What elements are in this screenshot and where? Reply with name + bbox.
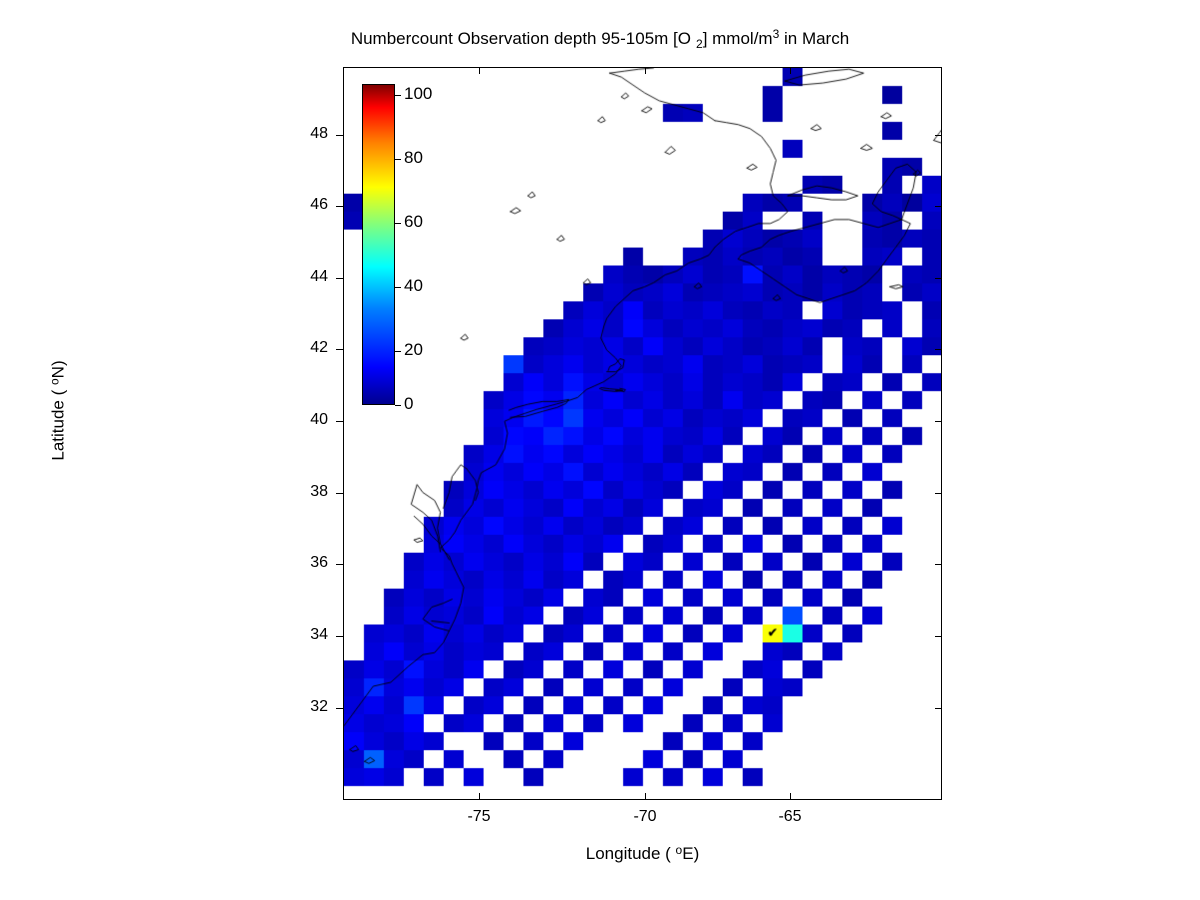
y-tick-label-46: 46 xyxy=(310,196,328,213)
y-tick-label-34: 34 xyxy=(310,626,328,643)
y-tick-right-32 xyxy=(935,708,942,709)
colorbar-tick-0 xyxy=(395,405,401,406)
xlabel-post: E) xyxy=(682,844,700,863)
x-tick-label--75: -75 xyxy=(467,808,491,825)
y-tick-label-38: 38 xyxy=(310,483,328,500)
y-tick-right-34 xyxy=(935,636,942,637)
colorbar-tick-40 xyxy=(395,287,401,288)
y-tick-42 xyxy=(336,349,343,350)
title-text-pre: Numbercount Observation depth 95-105m [O xyxy=(350,29,691,48)
y-tick-right-46 xyxy=(935,206,942,207)
title-subscript-2: 2 xyxy=(696,37,703,51)
y-tick-label-42: 42 xyxy=(310,339,328,356)
x-tick--75 xyxy=(479,793,480,800)
y-tick-label-36: 36 xyxy=(310,554,328,571)
x-tick--70 xyxy=(645,793,646,800)
y-tick-38 xyxy=(336,493,343,494)
ylabel-post: N) xyxy=(48,360,68,379)
figure-title: Numbercount Observation depth 95-105m [O… xyxy=(0,24,1200,55)
colorbar-tick-label-60: 60 xyxy=(404,212,423,231)
y-tick-label-48: 48 xyxy=(310,125,328,142)
colorbar[interactable] xyxy=(362,84,395,405)
colorbar-tick-label-0: 0 xyxy=(404,394,414,413)
y-tick-44 xyxy=(336,278,343,279)
x-tick-label--70: -70 xyxy=(633,808,657,825)
x-tick-top--65 xyxy=(790,67,791,74)
title-text-mid: ] mmol/m xyxy=(702,29,773,48)
xlabel-degree-symbol: o xyxy=(675,843,683,857)
x-tick-label--65: -65 xyxy=(778,808,802,825)
colorbar-tick-60 xyxy=(395,223,401,224)
map-axes[interactable] xyxy=(343,67,942,800)
x-axis-label: Longitude ( oE) xyxy=(343,843,942,864)
colorbar-tick-label-100: 100 xyxy=(404,84,433,103)
y-tick-48 xyxy=(336,135,343,136)
title-text-post: in March xyxy=(779,29,850,48)
y-tick-right-40 xyxy=(935,421,942,422)
x-tick--65 xyxy=(790,793,791,800)
y-tick-label-40: 40 xyxy=(310,411,328,428)
colorbar-tick-label-80: 80 xyxy=(404,148,423,167)
colorbar-tick-20 xyxy=(395,351,401,352)
y-tick-right-36 xyxy=(935,564,942,565)
y-tick-34 xyxy=(336,636,343,637)
y-tick-32 xyxy=(336,708,343,709)
colorbar-tick-100 xyxy=(395,95,401,96)
y-tick-right-38 xyxy=(935,493,942,494)
x-tick-top--75 xyxy=(479,67,480,74)
colorbar-tick-label-20: 20 xyxy=(404,340,423,359)
y-axis-label: Latitude ( oN) xyxy=(48,291,69,531)
y-tick-label-44: 44 xyxy=(310,268,328,285)
x-tick-top--70 xyxy=(645,67,646,74)
colorbar-tick-label-40: 40 xyxy=(404,276,423,295)
colorbar-tick-80 xyxy=(395,159,401,160)
y-tick-36 xyxy=(336,564,343,565)
xlabel-pre: Longitude ( xyxy=(585,844,676,863)
ylabel-pre: Latitude ( xyxy=(48,385,68,461)
heatmap-data-layer xyxy=(344,68,941,799)
y-tick-right-48 xyxy=(935,135,942,136)
y-tick-40 xyxy=(336,421,343,422)
ylabel-degree-symbol: o xyxy=(47,378,62,386)
y-tick-right-44 xyxy=(935,278,942,279)
y-tick-46 xyxy=(336,206,343,207)
y-tick-label-32: 32 xyxy=(310,698,328,715)
title-superscript-3: 3 xyxy=(772,27,780,41)
y-tick-right-42 xyxy=(935,349,942,350)
